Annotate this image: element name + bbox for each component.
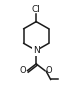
Text: Cl: Cl [32,5,41,14]
Text: O: O [20,66,27,75]
Text: O: O [46,66,52,75]
Text: N: N [33,46,40,55]
